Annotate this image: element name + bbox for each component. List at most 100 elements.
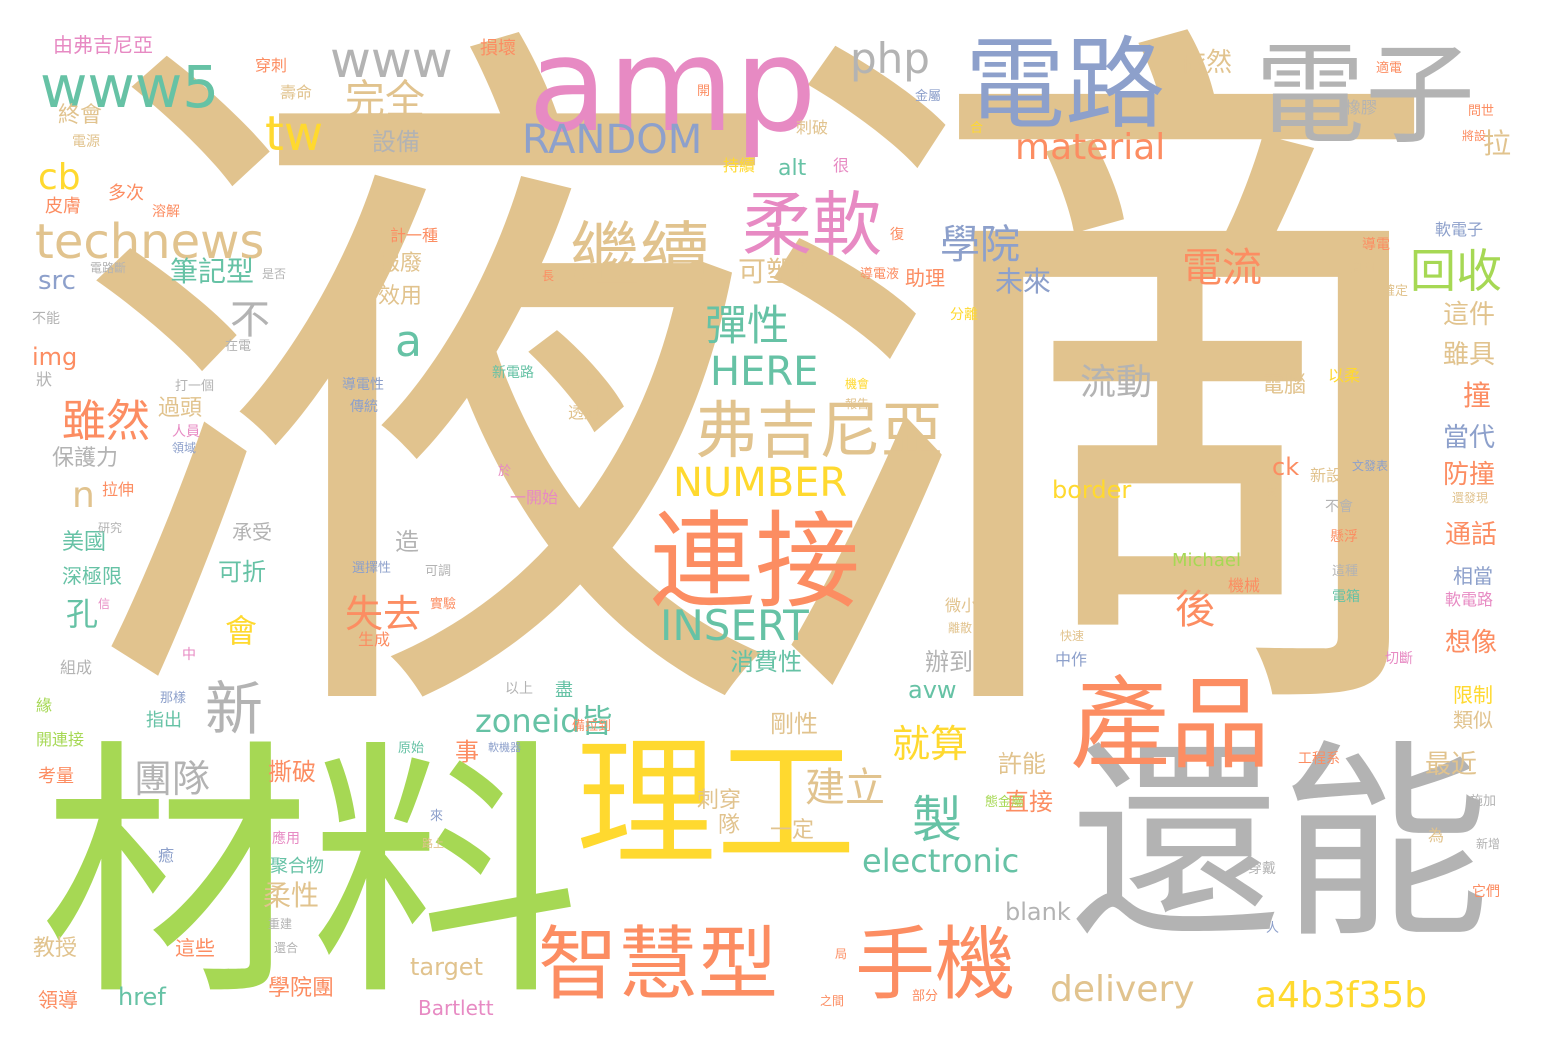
word: 穿戴 [1248,861,1276,877]
word: 微小 [945,596,978,615]
word: 電流 [1182,245,1262,291]
word: zoneid皆 [475,702,613,740]
word: 軟電路 [1445,590,1494,609]
word: 態金屬 [985,795,1025,810]
word: a4b3f35b [1255,975,1428,1016]
word: HERE [710,349,819,395]
word: technews [35,214,265,270]
word: 打一個 [175,379,215,394]
word: material [1015,127,1166,168]
word: 盡 [555,680,573,701]
word: 長 [542,269,555,283]
word: avw [908,676,957,704]
word: 文發表 [1352,459,1389,473]
word: 承受 [232,520,272,544]
word: 它們 [1472,884,1500,900]
word: 孔 [66,595,99,633]
word: 新設 [1310,466,1343,485]
word: 最近 [1425,750,1478,780]
word: 報告 [845,397,870,411]
word: 繼續 [570,214,710,296]
word: 電源 [72,134,100,150]
word: 手機 [855,918,1015,1011]
word: 不會 [1325,499,1353,515]
word: Bartlett [418,996,494,1020]
word: blank [1005,898,1071,926]
word: 軟機器 [488,741,521,754]
word: 事 [455,738,479,766]
word: 電箱 [1332,589,1360,605]
word: 開連接 [36,730,85,749]
word: 分離 [950,307,978,323]
word: 狀 [36,370,53,389]
word: 由弗吉尼亞 [53,33,153,57]
word: 計一種 [390,226,439,245]
word: 快速 [1060,629,1085,643]
word: 傳統 [350,399,378,415]
word: border [1052,476,1132,504]
word: 拉 [1483,127,1512,160]
word: 導電液 [860,267,900,282]
word: 失去 [345,592,422,636]
word: 重建 [268,917,293,931]
word: a [395,316,422,367]
word: 撕破 [268,758,316,786]
word: 局 [835,947,848,961]
word: 助理 [905,266,945,290]
word: 不 [230,297,270,343]
word: 工程系 [1298,751,1340,767]
word: Michael [1172,550,1241,571]
word: 就算 [892,722,969,766]
word: 教授 [33,936,78,961]
word: 以上 [505,681,533,697]
word: target [410,953,483,981]
word: 開 [697,84,711,99]
word: 問世 [1468,104,1495,119]
word: img [32,343,78,371]
word: 想像 [1445,628,1498,658]
word: 理工 [576,723,857,886]
word: 連接 [650,501,861,623]
word: 確定 [1382,284,1409,299]
word: 中作 [1055,650,1088,669]
word: php [850,34,930,83]
word: 緣 [36,696,53,715]
word: 穿刺 [255,56,288,75]
word: 領導 [38,988,78,1012]
word: 成 [585,376,603,397]
word: 會 [225,612,258,650]
word: 持續 [723,156,756,175]
word: 流動 [1080,362,1153,403]
word: 雖具 [1443,340,1496,370]
word: 造 [395,528,419,556]
word: 一定 [770,818,815,843]
word: 那樣 [160,691,187,706]
word: 團隊 [134,757,211,801]
word: 過頭 [158,396,203,421]
word: 可塑性 [738,255,823,288]
word: 智慧型 [538,918,778,1011]
word: 報廢 [378,251,423,276]
word: 柔軟 [742,184,882,266]
word: 產品 [1070,666,1270,783]
word: 軟電子 [1435,220,1484,239]
word: 信 [98,597,111,611]
word: 這些 [175,936,215,960]
word: 柔性 [263,879,320,912]
word: 金屬 [915,89,942,104]
word: 直接 [1005,788,1053,816]
word: 防撞 [1443,460,1496,490]
word: 機械 [1228,576,1261,595]
word: 隊 [718,813,741,838]
word: 美國 [62,530,107,555]
word: 電路 [965,26,1165,143]
word: 保護力 [52,446,119,471]
word: 適電 [1376,61,1403,76]
word: 備拉到 [572,719,612,734]
word: 這件 [1443,300,1496,330]
word: 新電路 [492,365,534,381]
word: 實驗 [430,597,457,612]
word: 完全 [345,77,425,123]
word: 以柔 [1328,366,1361,385]
word: 回收 [1410,244,1502,298]
